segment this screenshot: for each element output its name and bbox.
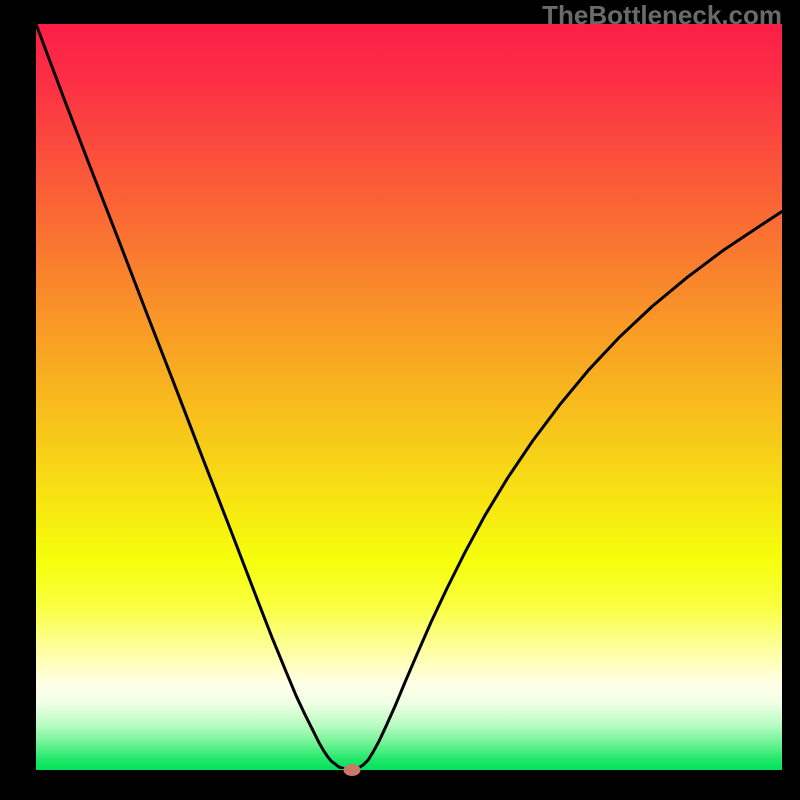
chart-container: { "chart": { "type": "line", "dimensions…: [0, 0, 800, 800]
optimal-point-marker: [344, 764, 361, 776]
plot-area: [35, 23, 783, 770]
bottleneck-curve: [36, 24, 782, 769]
watermark-text: TheBottleneck.com: [542, 0, 782, 31]
